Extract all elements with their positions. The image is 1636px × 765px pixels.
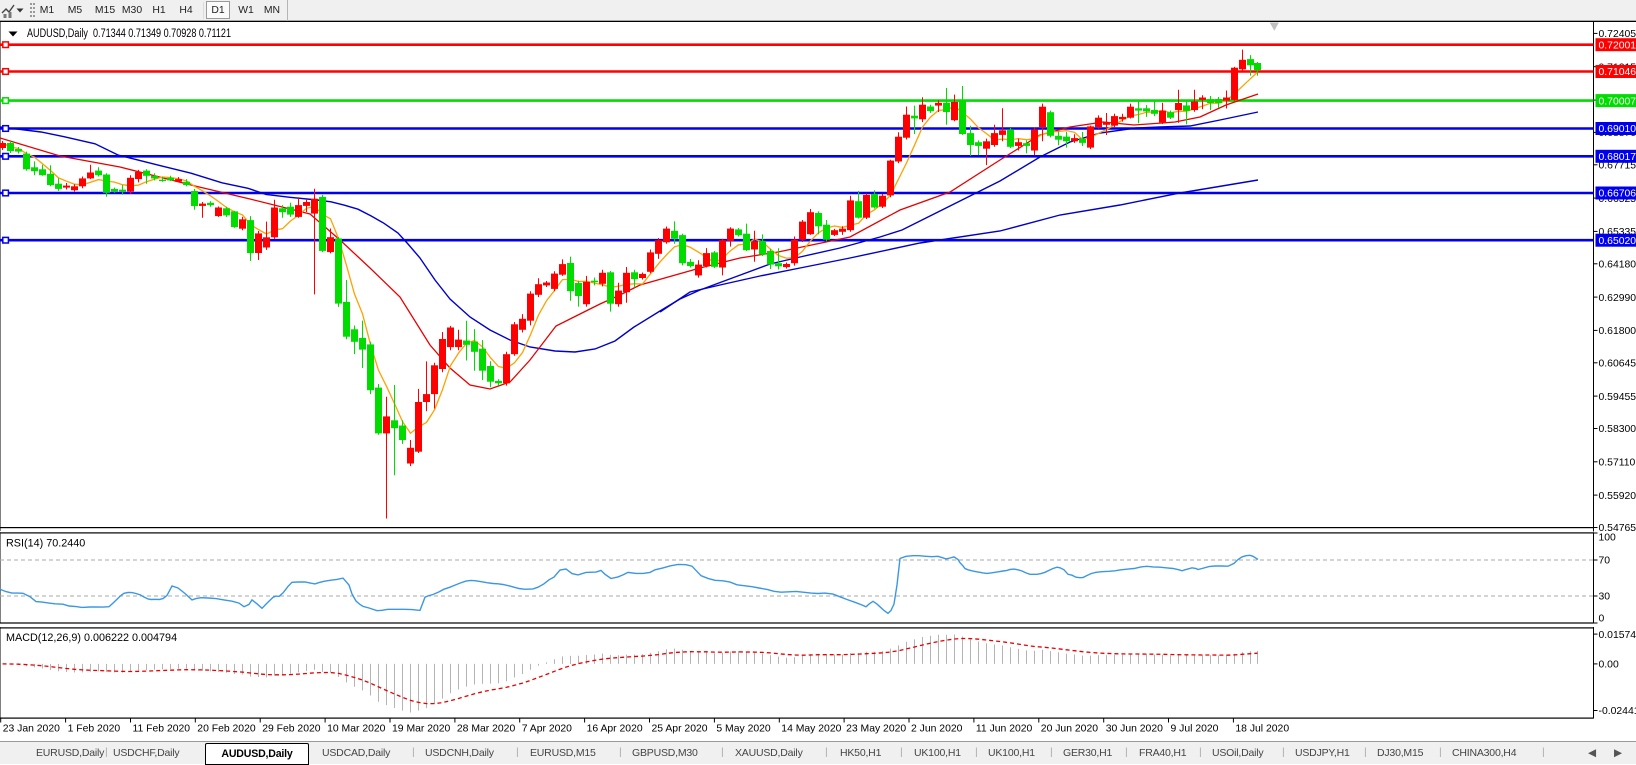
svg-text:2 Jun 2020: 2 Jun 2020 [911, 724, 963, 735]
svg-text:0.60645: 0.60645 [1599, 359, 1636, 370]
svg-text:0.00: 0.00 [1599, 660, 1619, 671]
svg-text:0.015741: 0.015741 [1599, 630, 1636, 641]
svg-text:10 Mar 2020: 10 Mar 2020 [327, 724, 386, 735]
svg-text:0.68017: 0.68017 [1599, 152, 1636, 163]
svg-text:30 Jun 2020: 30 Jun 2020 [1106, 724, 1163, 735]
svg-text:0.55920: 0.55920 [1599, 491, 1636, 502]
svg-text:0.72001: 0.72001 [1599, 40, 1636, 51]
svg-text:19 Mar 2020: 19 Mar 2020 [392, 724, 451, 735]
svg-text:0: 0 [1599, 614, 1605, 625]
svg-text:0.64180: 0.64180 [1599, 260, 1636, 271]
svg-text:0.69010: 0.69010 [1599, 124, 1636, 135]
svg-text:0.71046: 0.71046 [1599, 67, 1636, 78]
svg-text:5 May 2020: 5 May 2020 [716, 724, 771, 735]
svg-text:-0.024412: -0.024412 [1599, 706, 1636, 717]
svg-text:14 May 2020: 14 May 2020 [781, 724, 841, 735]
svg-text:28 Mar 2020: 28 Mar 2020 [457, 724, 516, 735]
svg-text:11 Jun 2020: 11 Jun 2020 [976, 724, 1033, 735]
svg-text:29 Feb 2020: 29 Feb 2020 [262, 724, 321, 735]
svg-text:9 Jul 2020: 9 Jul 2020 [1171, 724, 1219, 735]
svg-text:RSI(14) 70.2440: RSI(14) 70.2440 [6, 538, 85, 550]
svg-text:1 Feb 2020: 1 Feb 2020 [68, 724, 121, 735]
svg-text:0.65020: 0.65020 [1599, 236, 1636, 247]
svg-text:0.61800: 0.61800 [1599, 326, 1636, 337]
svg-text:0.66706: 0.66706 [1599, 189, 1636, 200]
svg-text:100: 100 [1599, 533, 1617, 544]
svg-text:23 Jan 2020: 23 Jan 2020 [3, 724, 60, 735]
svg-text:30: 30 [1599, 592, 1611, 603]
svg-text:0.70007: 0.70007 [1599, 96, 1636, 107]
svg-text:AUDUSD,Daily 0.71344 0.71349: AUDUSD,Daily 0.71344 0.71349 0.70928 0.7… [27, 28, 231, 40]
svg-text:0.62990: 0.62990 [1599, 293, 1636, 304]
svg-text:20 Feb 2020: 20 Feb 2020 [197, 724, 256, 735]
svg-text:0.57110: 0.57110 [1599, 458, 1636, 469]
svg-text:16 Apr 2020: 16 Apr 2020 [587, 724, 643, 735]
svg-text:25 Apr 2020: 25 Apr 2020 [652, 724, 708, 735]
svg-text:23 May 2020: 23 May 2020 [846, 724, 906, 735]
svg-text:70: 70 [1599, 556, 1611, 567]
svg-text:11 Feb 2020: 11 Feb 2020 [133, 724, 191, 735]
svg-text:20 Jun 2020: 20 Jun 2020 [1041, 724, 1098, 735]
svg-text:0.58300: 0.58300 [1599, 424, 1636, 435]
svg-text:MACD(12,26,9) 0.006222 0.00479: MACD(12,26,9) 0.006222 0.004794 [6, 632, 177, 644]
svg-text:0.59455: 0.59455 [1599, 392, 1636, 403]
svg-text:18 Jul 2020: 18 Jul 2020 [1235, 724, 1289, 735]
svg-text:7 Apr 2020: 7 Apr 2020 [522, 724, 572, 735]
